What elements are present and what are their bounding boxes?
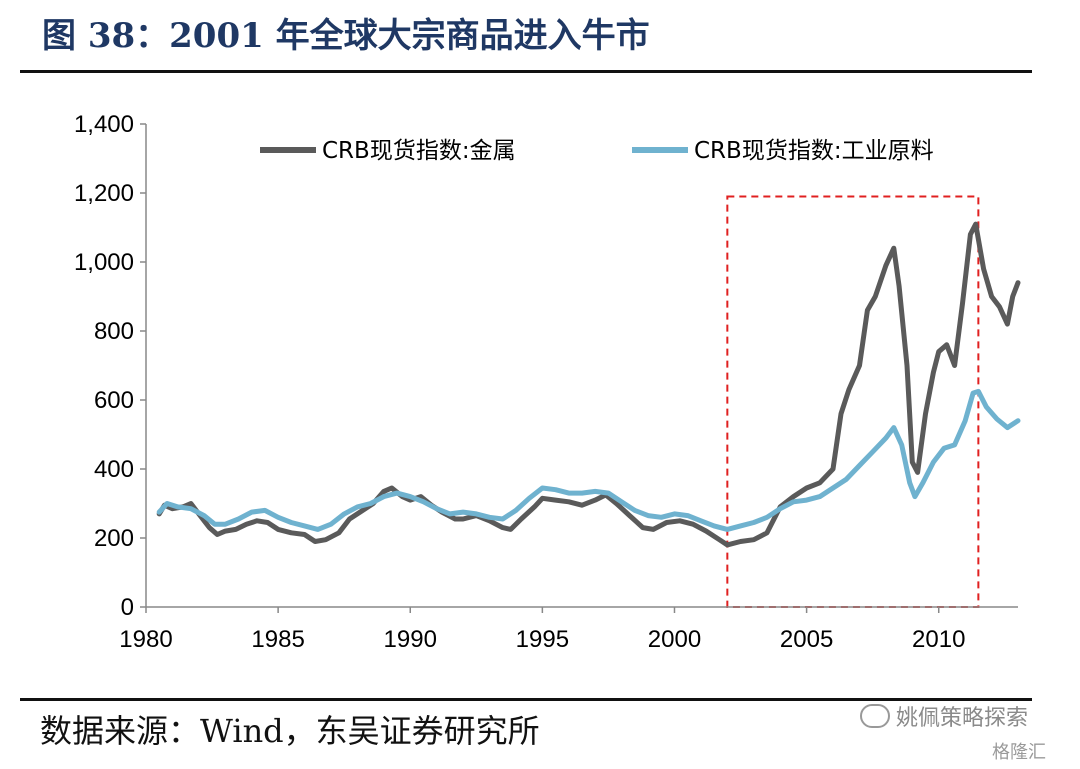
watermark-text: 姚佩策略探索 <box>896 706 1029 731</box>
legend-label: CRB现货指数:金属 <box>322 138 516 164</box>
series-line-metals <box>156 221 1021 548</box>
chart-title: 图 38：2001 年全球大宗商品进入牛市 <box>42 16 650 56</box>
y-tick-label: 400 <box>94 456 134 483</box>
x-tick-label: 2010 <box>912 626 965 653</box>
x-tick-label: 1980 <box>119 626 172 653</box>
wechat-icon <box>860 704 890 728</box>
y-tick-label: 1,200 <box>74 180 134 207</box>
chart-legend: CRB现货指数:金属 CRB现货指数:工业原料 <box>260 138 934 164</box>
x-tick-label: 1985 <box>251 626 304 653</box>
y-tick-label: 1,400 <box>74 111 134 138</box>
legend-label: CRB现货指数:工业原料 <box>694 138 934 164</box>
highlight-box <box>726 195 980 608</box>
chart-axes: 0 200 400 600 800 1,000 1,200 1,400 1980 1985 1990… <box>74 111 1018 653</box>
x-tick-label: 2005 <box>780 626 833 653</box>
y-tick-label: 800 <box>94 318 134 345</box>
y-tick-label: 1,000 <box>74 249 134 276</box>
x-tick-label: 1995 <box>516 626 569 653</box>
source-note: 数据来源：Wind，东吴证券研究所 <box>40 712 540 750</box>
watermark: 姚佩策略探索 <box>860 700 1028 732</box>
x-tick-label: 1990 <box>384 626 437 653</box>
bottom-rule <box>20 698 1032 701</box>
top-rule <box>20 70 1032 73</box>
line-chart: 0 200 400 600 800 1,000 1,200 1,400 1980 1985 1990… <box>74 111 1021 653</box>
highlight-rect <box>726 195 980 608</box>
chart-lines <box>156 221 1021 548</box>
x-tick-label: 2000 <box>648 626 701 653</box>
y-tick-label: 200 <box>94 525 134 552</box>
watermark-sub: 格隆汇 <box>992 742 1046 763</box>
y-tick-label: 600 <box>94 387 134 414</box>
y-tick-label: 0 <box>121 594 134 621</box>
series-line-industrial <box>156 388 1021 532</box>
